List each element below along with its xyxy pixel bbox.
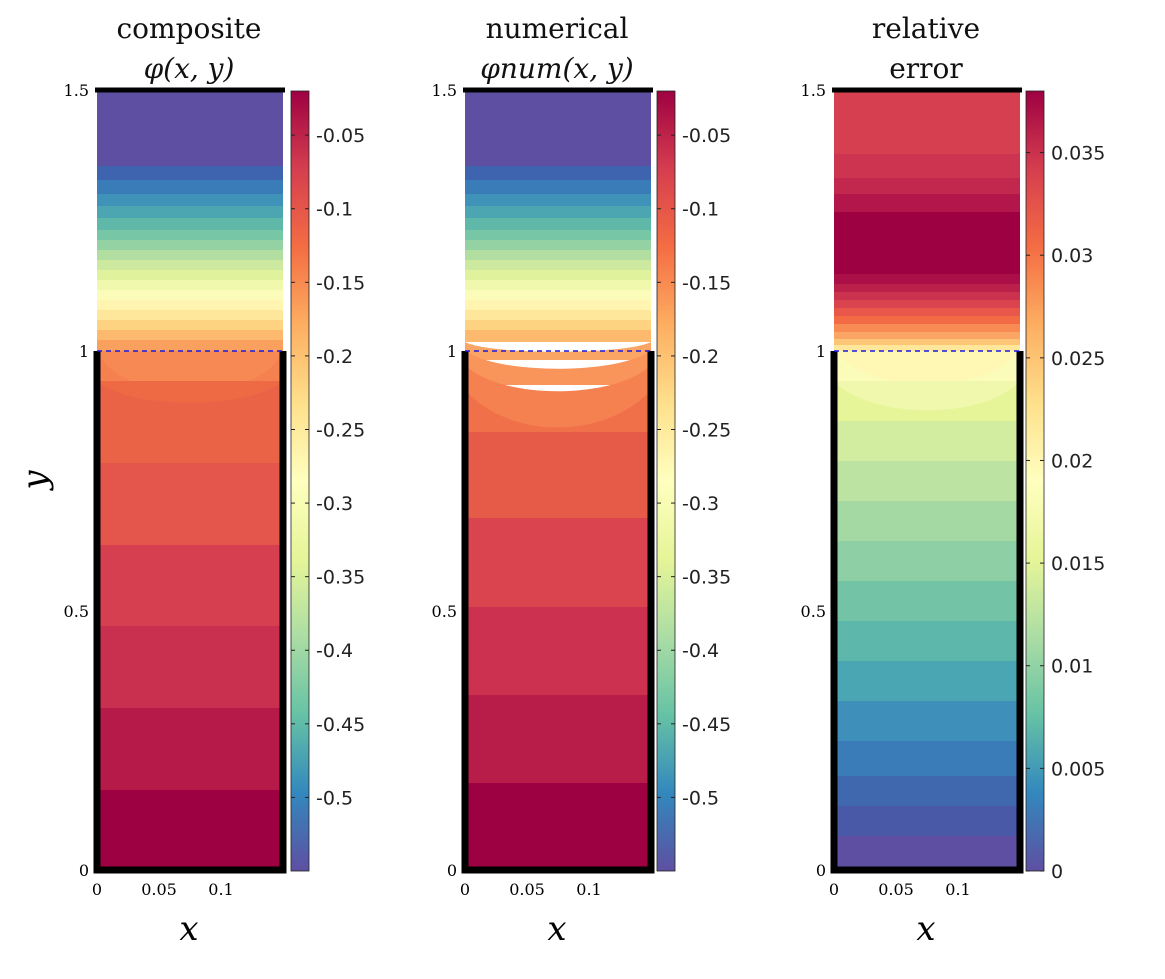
y-tick-label: 1.5 [801,81,826,100]
x-ticks: 0 0.05 0.1 [92,880,234,899]
x-axis-label: x [179,909,198,949]
x-tick-label: 0 [829,880,839,899]
colorbar-tick-label: 0.005 [1051,758,1105,780]
panel-title-line2: φnum(x, y) [480,52,633,85]
colorbar-tick-label: 0.02 [1051,450,1093,472]
panel-relative-error: relative error [801,12,1106,949]
colorbar-ticks: -0.05 -0.1 -0.15 -0.2 -0.25 -0.3 -0.35 -0.4 -0.4… [291,125,365,809]
colorbar-tick-label: -0.3 [316,493,353,515]
colorbar-tick-label: -0.5 [682,787,719,809]
y-tick-label: 1 [79,342,89,361]
colorbar-tick-label: -0.25 [682,419,731,441]
colorbar-tick-label: -0.15 [682,272,731,294]
y-tick-label: 1 [447,342,457,361]
y-ticks: 1.5 1 0.5 0 [64,81,89,880]
y-ticks: 1.5 1 0.5 0 [801,81,826,880]
colorbar-tick-label: -0.2 [316,346,353,368]
y-tick-label: 0 [447,861,457,880]
x-tick-label: 0.1 [576,880,601,899]
y-tick-label: 0.5 [432,602,457,621]
x-tick-label: 0.05 [509,880,545,899]
colorbar-tick-label: -0.3 [682,493,719,515]
contour-field [97,90,283,870]
panel-numerical: numerical φnum(x, y) [432,12,732,949]
colorbar-tick-label: 0.01 [1051,656,1093,678]
domain-walls [830,87,1024,874]
colorbar: -0.05 -0.1 -0.15 -0.2 -0.25 -0.3 -0.35 -0.4 -0.4… [290,90,365,872]
x-tick-label: 0 [92,880,102,899]
colorbar-tick-label: -0.05 [316,125,365,147]
colorbar-tick-label: -0.45 [682,714,731,736]
domain-walls [93,87,287,874]
colorbar-tick-label: -0.05 [682,125,731,147]
x-tick-label: 0.1 [208,880,233,899]
colorbar-tick-label: -0.35 [316,567,365,589]
colorbar-tick-label: -0.4 [316,640,353,662]
x-tick-label: 0 [460,880,470,899]
colorbar-gradient [656,90,676,872]
y-tick-label: 0.5 [64,602,89,621]
colorbar-tick-label: -0.4 [682,640,719,662]
colorbar-tick-label: -0.25 [316,419,365,441]
x-ticks: 0 0.05 0.1 [460,880,602,899]
y-tick-label: 1.5 [64,81,89,100]
y-tick-label: 0 [79,861,89,880]
panel-title-line1: relative [872,12,980,45]
y-tick-label: 0 [816,861,826,880]
x-axis-label: x [547,909,566,949]
panel-title-line2: φ(x, y) [144,52,235,85]
colorbar: 0 0.005 0.01 0.015 0.02 0.025 0.03 0.035 [1025,90,1105,883]
colorbar-ticks: 0 0.005 0.01 0.015 0.02 0.025 0.03 0.035 [1026,143,1105,883]
colorbar-tick-label: 0.035 [1051,143,1105,165]
colorbar-tick-label: -0.35 [682,567,731,589]
x-tick-label: 0.05 [878,880,914,899]
colorbar-tick-label: -0.45 [316,714,365,736]
colorbar: -0.05 -0.1 -0.15 -0.2 -0.25 -0.3 -0.35 -0.4 -0.4… [656,90,731,872]
y-tick-label: 1 [816,342,826,361]
contour-field [834,90,1020,870]
colorbar-tick-label: 0 [1051,861,1063,883]
contour-field [465,90,651,870]
panel-title-line1: composite [116,12,261,45]
colorbar-tick-label: 0.015 [1051,553,1105,575]
colorbar-tick-label: 0.03 [1051,245,1093,267]
y-ticks: 1.5 1 0.5 0 [432,81,457,880]
y-axis-label: y [15,470,55,492]
colorbar-tick-label: -0.15 [316,272,365,294]
x-tick-label: 0.05 [141,880,177,899]
colorbar-ticks: -0.05 -0.1 -0.15 -0.2 -0.25 -0.3 -0.35 -0.4 -0.4… [657,125,731,809]
colorbar-tick-label: -0.1 [682,199,719,221]
x-tick-label: 0.1 [945,880,970,899]
y-tick-label: 0.5 [801,602,826,621]
colorbar-tick-label: 0.025 [1051,348,1105,370]
x-ticks: 0 0.05 0.1 [829,880,971,899]
panel-title-line2: error [889,52,963,85]
panel-title-line1: numerical [486,12,629,45]
x-axis-label: x [916,909,935,949]
colorbar-tick-label: -0.5 [316,787,353,809]
colorbar-gradient [1025,90,1045,872]
colorbar-tick-label: -0.2 [682,346,719,368]
colorbar-tick-label: -0.1 [316,199,353,221]
panel-composite: composite φ(x, y) [15,12,365,949]
colorbar-gradient [290,90,310,872]
y-tick-label: 1.5 [432,81,457,100]
domain-walls [461,87,655,874]
